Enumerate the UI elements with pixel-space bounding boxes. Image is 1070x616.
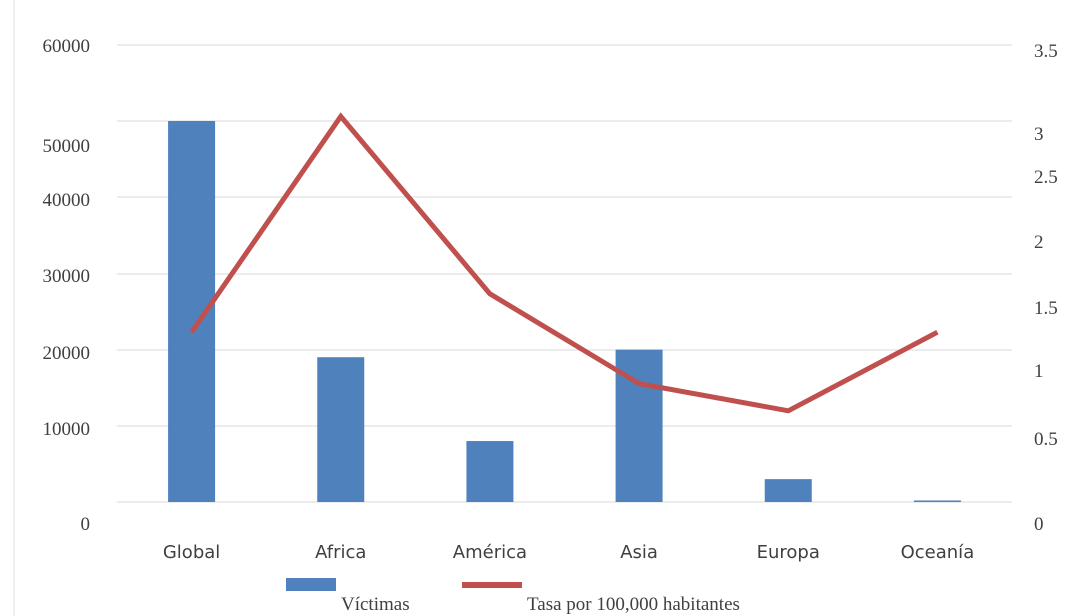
- right-tick-label: 1.5: [1034, 298, 1058, 319]
- left-tick-label: 60000: [43, 36, 91, 57]
- category-label-global: Global: [163, 542, 220, 563]
- left-tick-label: 0: [81, 514, 91, 535]
- left-tick-label: 40000: [43, 190, 91, 211]
- right-axis-ticks: 3.5 3 2.5 2 1.5 1 0.5 0: [1034, 41, 1058, 535]
- bar-europa: [764, 479, 812, 502]
- legend-swatch-victimas: [286, 578, 336, 591]
- right-tick-label: 2: [1034, 232, 1044, 253]
- right-tick-label: 3.5: [1034, 41, 1058, 62]
- left-tick-label: 20000: [43, 343, 91, 364]
- right-tick-label: 0: [1034, 514, 1044, 535]
- left-tick-label: 10000: [43, 419, 91, 440]
- category-labels: Global Africa América Asia Europa Oceanía: [163, 542, 974, 563]
- left-axis-ticks: 60000 50000 40000 30000 20000 10000 0: [43, 36, 91, 535]
- legend-label-tasa: Tasa por 100,000 habitantes: [527, 594, 740, 615]
- line-tasa: [189, 112, 939, 414]
- bar-américa: [466, 441, 514, 502]
- category-label-oceanía: Oceanía: [901, 542, 975, 563]
- gridlines: [117, 44, 1012, 503]
- line-series-layer: [189, 112, 939, 414]
- bar-oceanía: [913, 500, 961, 502]
- category-label-asia: Asia: [620, 542, 658, 563]
- right-tick-label: 1: [1034, 361, 1044, 382]
- right-tick-label: 0.5: [1034, 429, 1058, 450]
- bars: [168, 121, 961, 502]
- legend: Víctimas Tasa por 100,000 habitantes: [286, 578, 740, 615]
- left-tick-label: 50000: [43, 136, 91, 157]
- category-label-américa: América: [453, 542, 527, 563]
- right-tick-label: 3: [1034, 124, 1044, 145]
- right-tick-label: 2.5: [1034, 167, 1058, 188]
- left-tick-label: 30000: [43, 266, 91, 287]
- legend-label-victimas: Víctimas: [341, 594, 410, 615]
- category-label-europa: Europa: [757, 542, 820, 563]
- category-label-africa: Africa: [315, 542, 366, 563]
- bar-africa: [317, 357, 365, 502]
